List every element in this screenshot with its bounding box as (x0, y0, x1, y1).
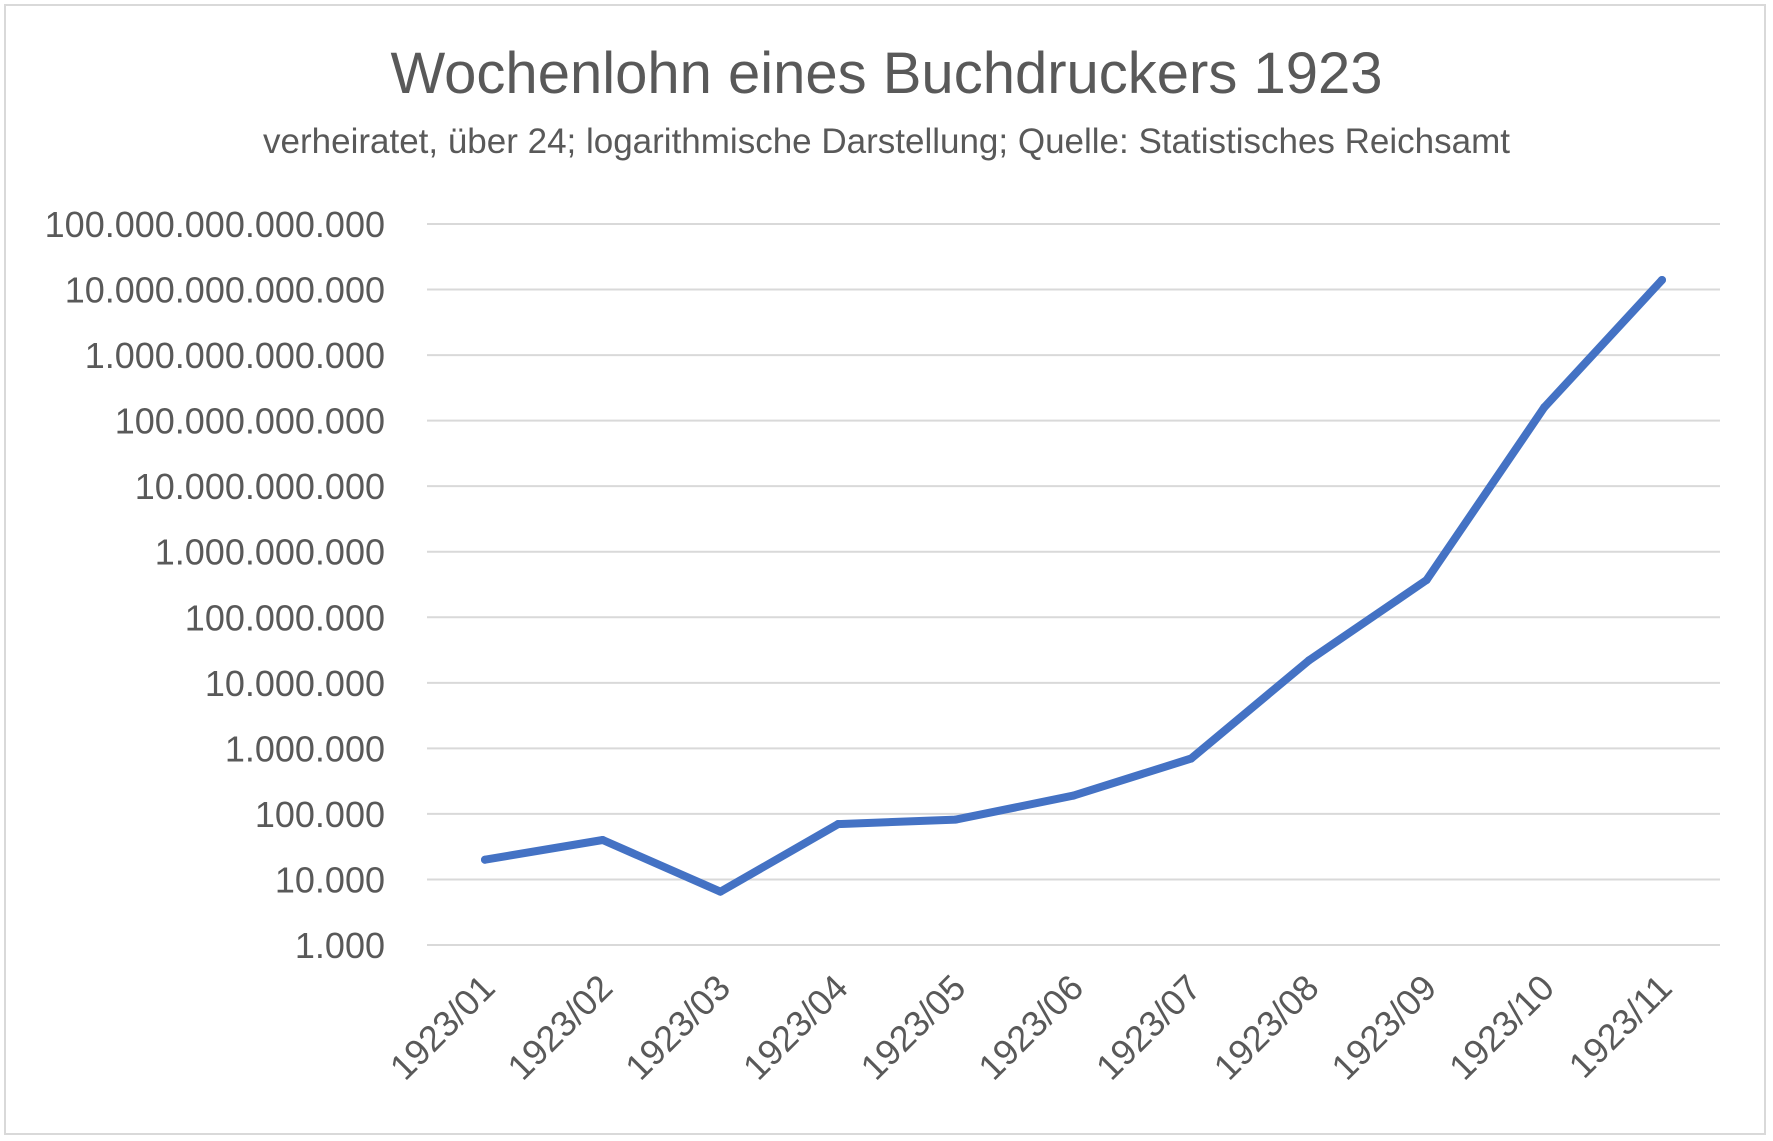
y-tick-label: 10.000.000.000 (135, 466, 385, 507)
data-point-1923/05 (951, 815, 960, 824)
x-tick-label: 1923/03 (617, 967, 738, 1088)
y-tick-label: 100.000.000 (185, 597, 385, 638)
x-tick-label: 1923/10 (1441, 967, 1562, 1088)
x-tick-label: 1923/06 (970, 967, 1091, 1088)
y-axis-ticks: 1.000 10.000 100.000 1.000.000 10.000.000 100… (45, 204, 385, 966)
data-point-1923/07 (1187, 754, 1196, 763)
y-tick-label: 100.000.000.000.000 (45, 204, 385, 245)
y-tick-label: 1.000.000.000 (155, 532, 385, 573)
data-point-1923/11 (1658, 275, 1666, 284)
data-point-1923/01 (481, 855, 489, 864)
data-point-1923/04 (834, 820, 843, 829)
y-tick-label: 10.000.000 (205, 663, 385, 704)
y-tick-label: 1.000.000.000.000 (85, 335, 385, 376)
data-point-1923/03 (716, 887, 725, 896)
x-tick-label: 1923/11 (1561, 967, 1680, 1086)
chart-title: Wochenlohn eines Buchdruckers 1923 (390, 41, 1383, 106)
series-line (481, 276, 1666, 896)
y-tick-label: 10.000.000.000.000 (65, 270, 385, 311)
series-group (481, 275, 1666, 896)
y-tick-label: 1.000 (295, 925, 385, 966)
x-tick-label: 1923/05 (852, 967, 973, 1088)
x-tick-label: 1923/01 (382, 967, 503, 1088)
data-point-1923/08 (1304, 656, 1313, 665)
data-point-1923/06 (1069, 791, 1078, 800)
x-tick-label: 1923/02 (499, 967, 620, 1088)
y-tick-label: 100.000.000.000 (115, 401, 385, 442)
y-tick-label: 10.000 (275, 859, 385, 900)
chart-subtitle: verheiratet, über 24; logarithmische Dar… (263, 122, 1510, 161)
y-tick-label: 1.000.000 (225, 728, 385, 769)
data-point-1923/09 (1422, 576, 1431, 585)
x-tick-label: 1923/07 (1088, 967, 1209, 1088)
chart-frame (4, 4, 1766, 1135)
x-tick-label: 1923/08 (1206, 967, 1327, 1088)
data-point-1923/02 (598, 835, 607, 844)
x-tick-label: 1923/04 (735, 967, 856, 1088)
x-tick-label: 1923/09 (1323, 967, 1444, 1088)
data-point-1923/10 (1540, 403, 1549, 412)
grid-lines (427, 223, 1720, 946)
x-axis-ticks: 1923/011923/021923/031923/041923/051923/… (382, 967, 1680, 1088)
y-tick-label: 100.000 (255, 794, 385, 835)
